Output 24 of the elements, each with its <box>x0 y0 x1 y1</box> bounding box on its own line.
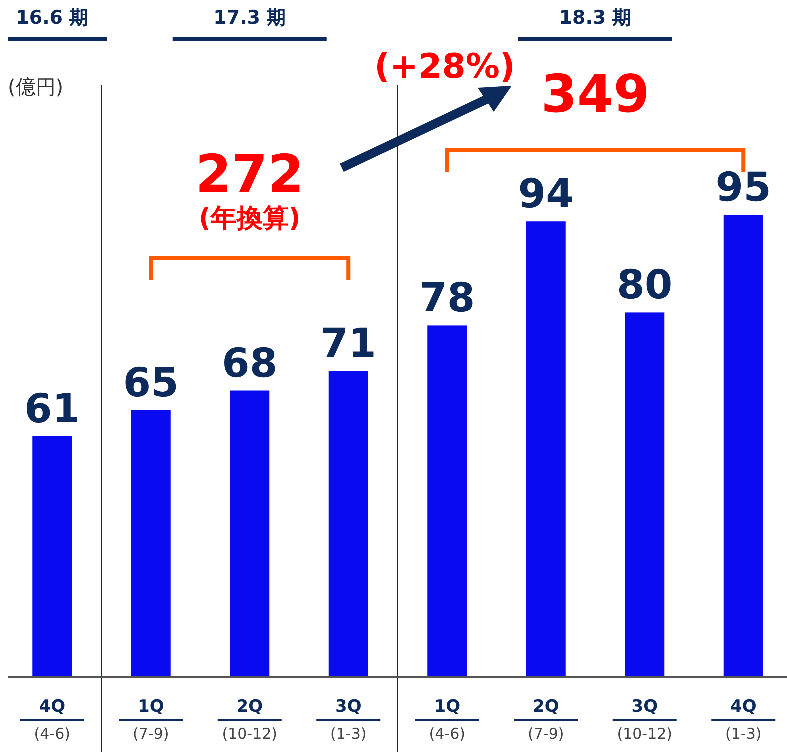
data-label: 71 <box>320 321 376 368</box>
annotation: 272 <box>196 145 304 205</box>
y-axis-title: (億円) <box>8 75 64 99</box>
x-tick-label: 2Q (10-12) <box>222 697 278 743</box>
annotation: 349 <box>541 65 650 125</box>
x-tick-label: 2Q (7-9) <box>528 697 564 743</box>
data-label: 68 <box>222 340 278 387</box>
data-label: 65 <box>123 360 179 406</box>
data-label: 78 <box>420 276 476 322</box>
x-tick-label: 1Q (7-9) <box>133 697 170 743</box>
data-label: 95 <box>716 165 772 212</box>
x-tick-label: 4Q (4-6) <box>34 697 70 743</box>
x-tick-label: 4Q (1-3) <box>726 697 762 743</box>
data-label: 94 <box>518 172 574 218</box>
data-label: 61 <box>24 386 80 432</box>
data-label: 80 <box>617 262 673 309</box>
text: 17.3 期 <box>214 7 286 29</box>
x-tick-label: 1Q (4-6) <box>429 697 466 743</box>
annotation: (年換算) <box>198 204 301 234</box>
text: 16.6 期 <box>16 7 89 29</box>
x-tick-label: 3Q (10-12) <box>617 697 673 743</box>
annotation: (+28%) <box>374 47 516 87</box>
x-tick-label: 3Q (1-3) <box>330 697 367 743</box>
text: 18.3 期 <box>559 7 632 29</box>
